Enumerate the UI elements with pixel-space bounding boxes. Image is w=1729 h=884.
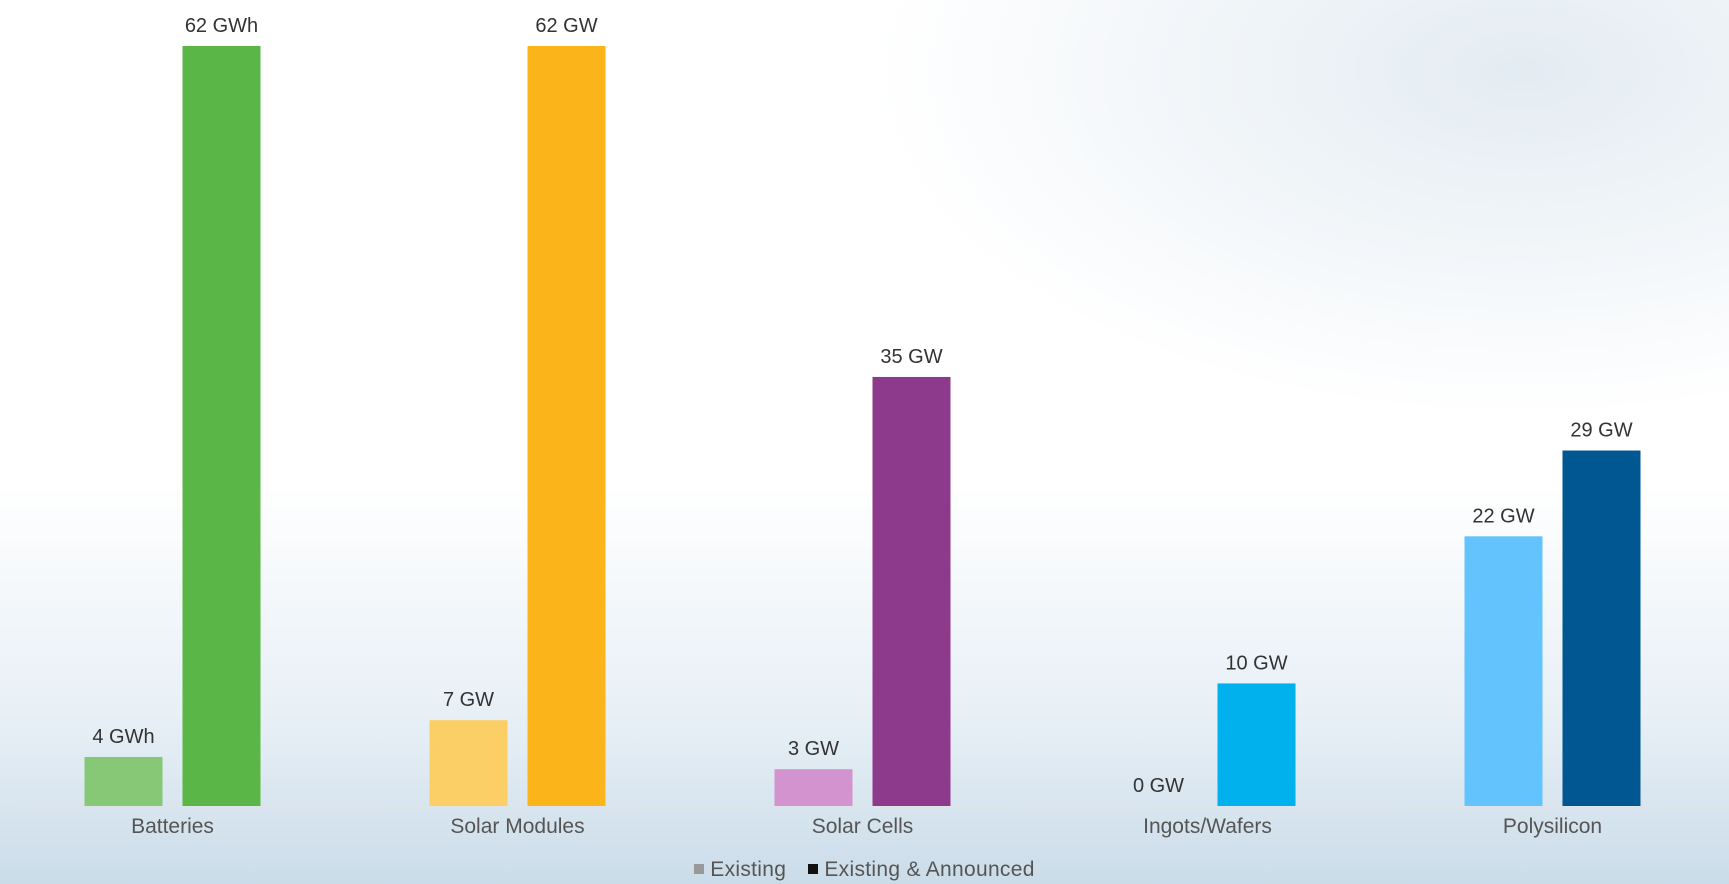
data-label: 4 GWh [92,726,154,748]
x-tick-label: Ingots/Wafers [1143,815,1272,838]
bar-ingots-wafers-announced [1217,683,1296,806]
data-label: 62 GW [535,15,597,37]
x-tick-label: Solar Modules [450,815,584,838]
data-label: 22 GW [1472,505,1534,527]
bar-batteries-announced [182,46,261,806]
legend-label-existing: Existing [710,858,787,881]
bar-polysilicon-existing [1464,536,1543,806]
data-label: 62 GWh [185,15,258,37]
bar-solar-cells-existing [774,769,853,806]
data-label: 0 GW [1133,775,1184,797]
data-label: 3 GW [788,738,839,760]
data-label: 7 GW [443,689,494,711]
bar-solar-modules-announced [527,46,606,806]
bar-solar-cells-announced [872,376,951,806]
x-tick-label: Polysilicon [1503,815,1602,838]
bar-batteries-existing [84,756,163,806]
legend-swatch-existing [694,864,705,874]
bar-polysilicon-announced [1562,450,1641,806]
x-tick-label: Solar Cells [812,815,914,838]
data-label: 29 GW [1570,420,1632,442]
legend-item-existing: Existing [694,858,786,882]
data-label: 35 GW [880,346,942,368]
chart-legend: Existing Existing & Announced [0,858,1729,882]
data-label: 10 GW [1225,652,1287,674]
bar-solar-modules-existing [429,720,508,806]
x-tick-label: Batteries [131,815,214,838]
legend-label-announced: Existing & Announced [824,858,1035,881]
legend-swatch-announced [808,864,819,874]
legend-item-announced: Existing & Announced [808,858,1034,882]
